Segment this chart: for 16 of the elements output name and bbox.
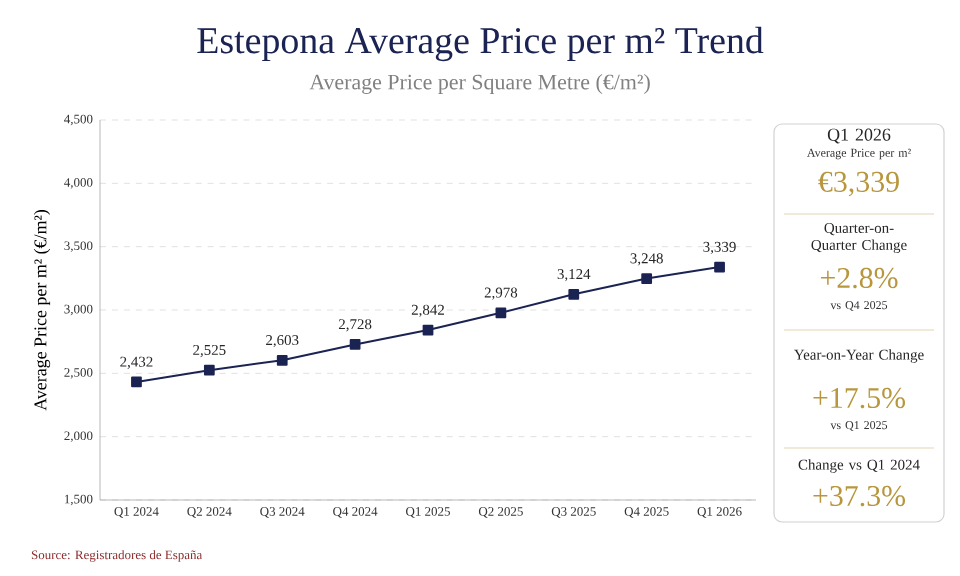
y-axis-title: Average Price per m² (€/m²) (33, 209, 51, 411)
point (131, 376, 142, 388)
point (568, 288, 580, 300)
text: Q1 2026 (827, 128, 891, 144)
point (714, 261, 725, 273)
point (495, 307, 507, 319)
point (203, 364, 215, 376)
text: +2.8% (820, 267, 898, 289)
text: +17.5% (813, 387, 906, 409)
point (349, 339, 361, 350)
text: €3,339 (818, 171, 899, 197)
point (276, 354, 288, 366)
point (641, 273, 653, 284)
chart-subtitle: Average Price per Square Metre (€/m²) (309, 74, 650, 94)
text: +37.3% (813, 485, 906, 507)
chart-title: Estepona Average Price per m² Trend (197, 26, 764, 62)
